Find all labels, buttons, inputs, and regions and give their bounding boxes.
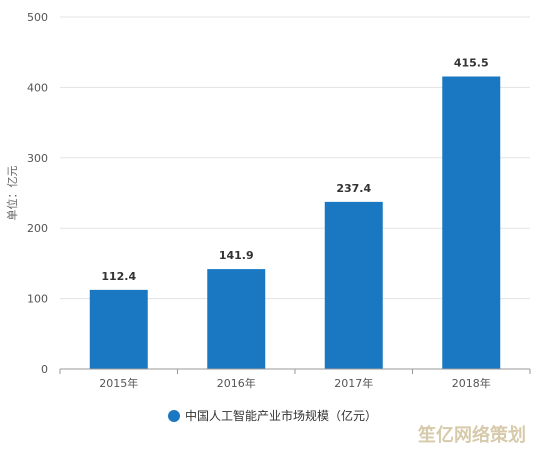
bar	[442, 76, 501, 369]
data-label: 415.5	[454, 56, 489, 69]
y-axis-title: 单位：亿元	[5, 166, 19, 221]
x-tick-label: 2016年	[217, 376, 256, 390]
legend-label: 中国人工智能产业市场规模（亿元）	[185, 408, 377, 423]
x-tick-label: 2017年	[334, 376, 373, 390]
data-label: 141.9	[219, 249, 254, 262]
y-tick-label: 300	[27, 152, 48, 165]
bar	[89, 289, 148, 369]
watermark-text: 笙亿网络策划	[417, 424, 526, 446]
data-label: 237.4	[336, 182, 371, 195]
bar	[207, 269, 266, 369]
bars	[89, 76, 501, 369]
bar	[324, 201, 383, 369]
y-tick-label: 0	[41, 363, 48, 376]
legend: 中国人工智能产业市场规模（亿元）	[168, 408, 377, 423]
x-tick-label: 2018年	[452, 376, 491, 390]
y-tick-label: 400	[27, 81, 48, 94]
y-tick-label: 100	[27, 293, 48, 306]
x-axis-ticks: 2015年 2016年 2017年 2018年	[59, 369, 531, 390]
y-axis-ticks: 0 100 200 300 400 500	[27, 11, 48, 376]
y-tick-label: 200	[27, 222, 48, 235]
data-labels: 112.4 141.9 237.4 415.5	[101, 56, 488, 282]
data-label: 112.4	[101, 270, 136, 283]
x-tick-label: 2015年	[99, 376, 138, 390]
legend-marker-icon	[168, 410, 180, 422]
y-tick-label: 500	[27, 11, 48, 24]
